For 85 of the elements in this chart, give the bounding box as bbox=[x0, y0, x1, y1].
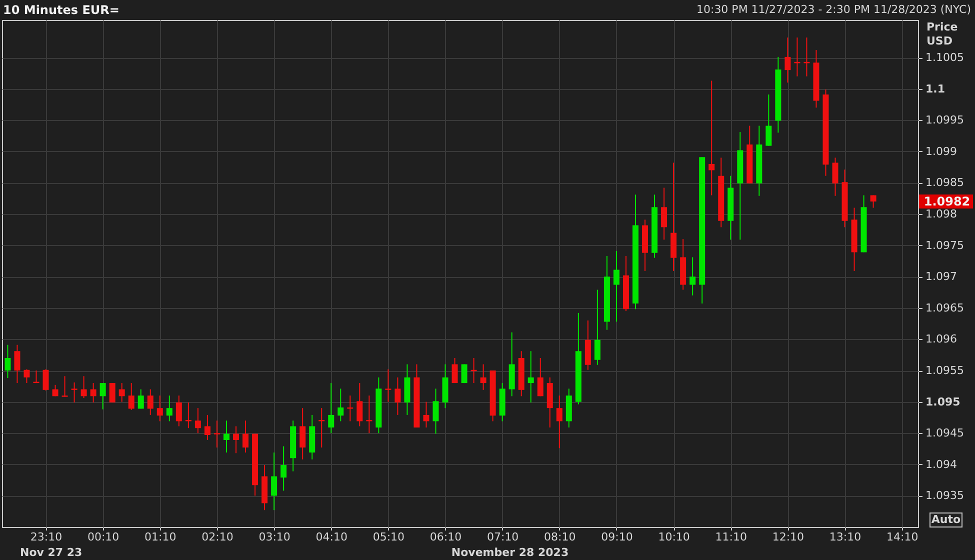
candlestick bbox=[423, 401, 430, 428]
candlestick bbox=[556, 395, 562, 449]
y-tick-label: 1.099 bbox=[926, 144, 957, 158]
y-tick-label: 1.095 bbox=[926, 395, 960, 408]
y-tick-label: 1.0965 bbox=[926, 301, 964, 314]
y-tick-label: 1.0975 bbox=[926, 238, 964, 252]
candlestick bbox=[71, 382, 78, 403]
candlestick bbox=[176, 395, 182, 427]
candlestick bbox=[118, 382, 125, 402]
x-tick-label: 11:10 bbox=[715, 530, 747, 544]
y-tick-label: 1.098 bbox=[926, 208, 957, 221]
y-tick-label: 1.0995 bbox=[926, 114, 964, 127]
y-tick-label: 1.097 bbox=[926, 270, 957, 284]
candlestick bbox=[766, 94, 772, 146]
candlestick bbox=[300, 408, 306, 460]
text: Auto bbox=[931, 513, 962, 526]
candlestick bbox=[528, 350, 534, 403]
candlestick bbox=[194, 408, 201, 434]
text: Nov 27 23 bbox=[20, 546, 82, 559]
candlestick bbox=[62, 376, 68, 398]
x-tick-label: 04:10 bbox=[316, 530, 348, 544]
x-tick-label: 14:10 bbox=[886, 530, 918, 544]
y-tick-label: 1.0935 bbox=[926, 489, 964, 502]
candlestick bbox=[214, 420, 220, 448]
candlestick bbox=[242, 420, 249, 454]
text: 1.0982 bbox=[924, 194, 970, 209]
candlestick bbox=[613, 250, 620, 322]
candlestick bbox=[708, 80, 715, 196]
y-axis-title: Price USD bbox=[926, 20, 958, 48]
candlestick bbox=[338, 388, 344, 422]
y-tick-label: 1.0985 bbox=[926, 176, 964, 190]
candlestick bbox=[147, 388, 154, 416]
candlestick bbox=[204, 414, 210, 440]
chart-title: 10 Minutes EUR= bbox=[3, 3, 120, 17]
candlestick bbox=[661, 187, 668, 240]
x-tick-label: 08:10 bbox=[544, 530, 576, 544]
candlestick bbox=[232, 426, 239, 454]
candlestick bbox=[24, 368, 30, 384]
candlestick bbox=[784, 37, 791, 84]
y-tick-label: 1.094 bbox=[926, 458, 957, 471]
candlestick bbox=[832, 157, 838, 196]
y-tick-label: 1.1005 bbox=[926, 51, 964, 64]
x-tick-label: 03:10 bbox=[258, 530, 290, 544]
candlestick bbox=[138, 388, 144, 410]
candlestick bbox=[14, 344, 20, 384]
candlestick bbox=[4, 344, 11, 379]
candlestick bbox=[280, 446, 287, 492]
candlestick bbox=[223, 420, 230, 454]
candlestick bbox=[594, 289, 600, 366]
candlestick bbox=[128, 382, 134, 410]
candlestick bbox=[90, 382, 96, 403]
candlestick bbox=[166, 395, 172, 422]
candlestick bbox=[328, 382, 334, 434]
candlestick bbox=[394, 376, 401, 416]
x-tick-label: 02:10 bbox=[202, 530, 234, 544]
candlestick bbox=[537, 358, 544, 397]
y-tick-label: 1.0955 bbox=[926, 364, 964, 378]
y-tick-label: 1.096 bbox=[926, 332, 957, 346]
candlestick bbox=[100, 382, 106, 410]
candlestick bbox=[271, 452, 278, 511]
candlestick bbox=[480, 364, 486, 390]
candlestick bbox=[385, 368, 392, 402]
candlestick bbox=[356, 382, 363, 427]
x-tick-label: 10:10 bbox=[658, 530, 690, 544]
candlestick bbox=[690, 256, 696, 296]
x-tick-label: 06:10 bbox=[430, 530, 462, 544]
x-tick-label: 05:10 bbox=[372, 530, 405, 544]
x-tick-label: 23:10 bbox=[30, 530, 62, 544]
candlestick bbox=[452, 358, 458, 384]
x-tick-label: 01:10 bbox=[144, 530, 176, 544]
candlestick bbox=[42, 368, 49, 392]
candlestick bbox=[870, 194, 876, 208]
candlestick bbox=[156, 395, 163, 422]
y-tick-label: 1.1 bbox=[926, 82, 945, 96]
x-tick-label: 13:10 bbox=[829, 530, 862, 544]
y-tick-label: 1.0945 bbox=[926, 426, 964, 440]
chart-subtitle: 10:30 PM 11/27/2023 - 2:30 PM 11/28/2023 (NYC) bbox=[696, 3, 971, 16]
x-tick-label: 00:10 bbox=[87, 530, 120, 544]
candlestick bbox=[80, 376, 87, 399]
x-tick-label: 07:10 bbox=[486, 530, 519, 544]
candlestick bbox=[432, 388, 439, 434]
candlestick bbox=[109, 382, 116, 403]
x-tick-label: 12:10 bbox=[772, 530, 804, 544]
text: November 28 2023 bbox=[451, 546, 569, 559]
x-tick-label: 09:10 bbox=[601, 530, 633, 544]
